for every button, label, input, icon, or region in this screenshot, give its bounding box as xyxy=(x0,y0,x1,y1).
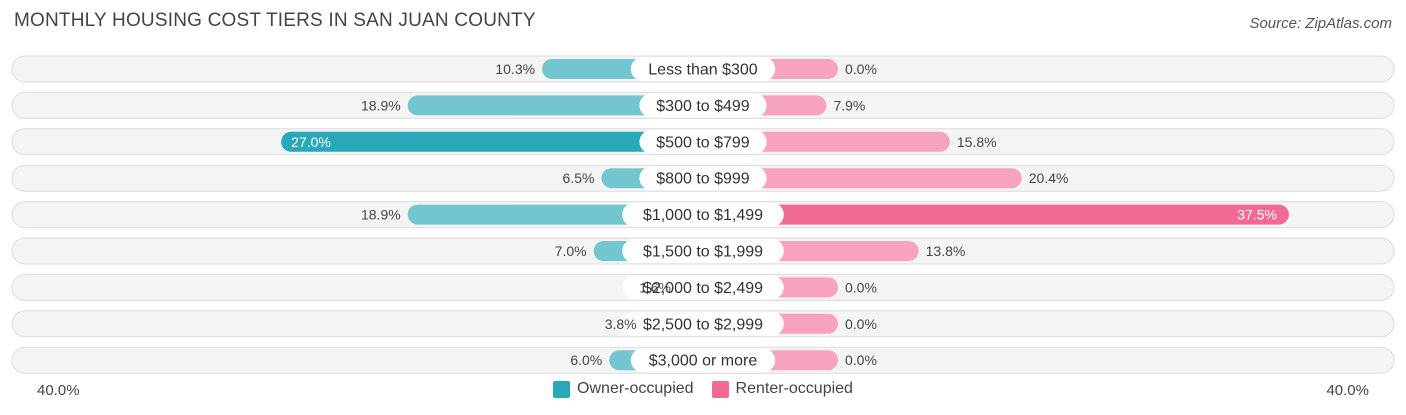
chart-row: $300 to $499 18.9% 7.9% xyxy=(11,91,1395,119)
owner-value-label: 6.0% xyxy=(570,352,602,368)
renter-value-label: 0.0% xyxy=(845,316,877,332)
category-label: $800 to $999 xyxy=(656,171,750,188)
category-label: $2,000 to $2,499 xyxy=(643,280,763,297)
owner-value-label: 3.8% xyxy=(605,316,637,332)
renter-value-label: 0.0% xyxy=(845,279,877,295)
legend-owner[interactable]: Owner-occupied xyxy=(553,380,694,398)
axis-right-label: 40.0% xyxy=(1326,382,1369,399)
category-label-bg xyxy=(639,129,767,154)
category-label-bg xyxy=(622,239,784,263)
category-label-bg xyxy=(639,166,767,191)
owner-swatch-icon xyxy=(553,380,571,398)
renter-value-label: 13.8% xyxy=(926,243,966,259)
legend-renter[interactable]: Renter-occupied xyxy=(711,380,853,398)
owner-bar xyxy=(281,131,703,152)
category-label-bg xyxy=(622,311,784,336)
chart-title: MONTHLY HOUSING COST TIERS IN SAN JUAN C… xyxy=(14,10,536,31)
owner-value-label: 10.3% xyxy=(495,61,535,77)
owner-value-label: 27.0% xyxy=(291,134,331,150)
renter-swatch-icon xyxy=(711,380,729,398)
owner-value-label: 18.9% xyxy=(361,97,401,113)
renter-value-label: 0.0% xyxy=(845,352,877,368)
category-label-bg xyxy=(622,202,784,227)
category-label: $1,500 to $1,999 xyxy=(643,244,763,261)
owner-value-label: 6.5% xyxy=(563,170,595,186)
category-label-bg xyxy=(639,93,767,118)
category-label: Less than $300 xyxy=(648,62,758,79)
category-label: $500 to $799 xyxy=(656,134,750,151)
legend-renter-label: Renter-occupied xyxy=(735,380,853,397)
category-label: $1,000 to $1,499 xyxy=(643,207,763,224)
category-label-bg xyxy=(622,275,784,300)
chart-row: $1,000 to $1,499 18.9% 37.5% xyxy=(11,201,1395,229)
owner-value-label: 18.9% xyxy=(361,207,401,223)
category-label-bg xyxy=(630,57,776,81)
renter-value-label: 15.8% xyxy=(957,134,997,150)
owner-value-label: 1.6% xyxy=(639,279,671,295)
legend: Owner-occupied Renter-occupied xyxy=(0,380,1406,398)
legend-owner-label: Owner-occupied xyxy=(577,380,694,397)
owner-value-label: 7.0% xyxy=(555,243,587,259)
chart-row: $500 to $799 27.0% 15.8% xyxy=(11,128,1395,156)
chart-row: $800 to $999 6.5% 20.4% xyxy=(11,164,1395,192)
renter-value-label: 20.4% xyxy=(1029,170,1069,186)
chart-row: $1,500 to $1,999 7.0% 13.8% xyxy=(11,237,1395,265)
owner-bar xyxy=(407,95,703,116)
diverging-bar-chart: Less than $300 10.3% 0.0% $300 to $499 18.9%… xyxy=(11,55,1395,374)
renter-bar xyxy=(703,168,1022,189)
chart-row: $2,500 to $2,999 3.8% 0.0% xyxy=(11,310,1395,338)
renter-value-label: 7.9% xyxy=(833,97,865,113)
renter-bar xyxy=(703,204,1289,225)
category-label: $3,000 or more xyxy=(649,353,758,370)
renter-value-label: 37.5% xyxy=(1237,207,1277,223)
category-label: $2,500 to $2,999 xyxy=(643,316,763,333)
source-label: Source: ZipAtlas.com xyxy=(1249,15,1392,32)
category-label: $300 to $499 xyxy=(656,98,750,115)
axis-left-label: 40.0% xyxy=(37,382,80,399)
chart-row: $3,000 or more 6.0% 0.0% xyxy=(11,346,1395,374)
category-label-bg xyxy=(630,348,776,373)
chart-row: Less than $300 10.3% 0.0% xyxy=(11,55,1395,83)
renter-value-label: 0.0% xyxy=(845,61,877,77)
